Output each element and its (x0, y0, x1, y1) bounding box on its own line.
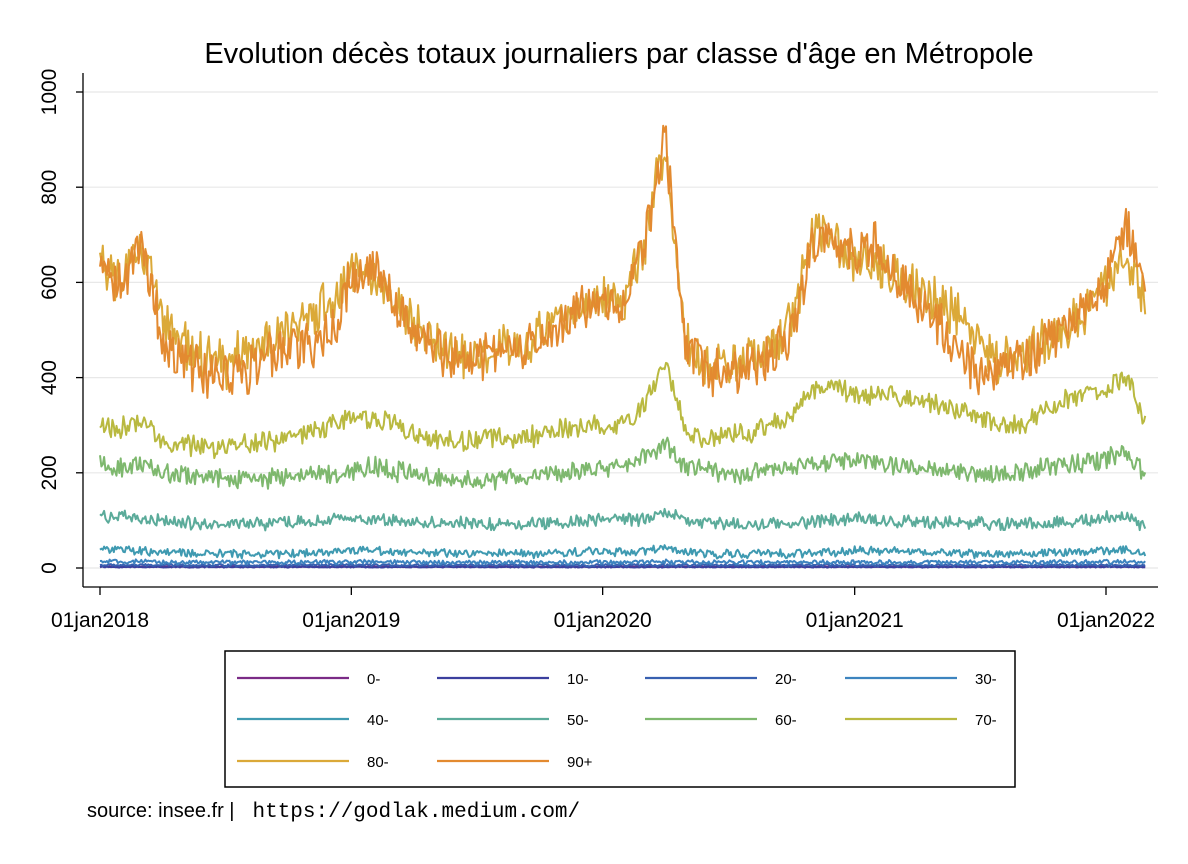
legend-label-20-: 20- (775, 671, 797, 688)
series-line-70- (99, 361, 1147, 460)
gridlines (84, 91, 1158, 569)
x-tick-label-01jan2018: 01jan2018 (51, 609, 149, 632)
legend: 0- 10- 20- 30- 40- 50- 60- 70- 80- 90+ (224, 650, 1016, 788)
x-ticks: 01jan2018 01jan2019 01jan2020 01jan2021 01ja… (51, 587, 1155, 632)
axes (82, 73, 1158, 588)
legend-label-30-: 30- (975, 671, 997, 688)
legend-label-0-: 0- (367, 671, 380, 688)
y-tick-label-200: 200 (38, 455, 61, 490)
x-tick-label-01jan2020: 01jan2020 (554, 609, 652, 632)
x-tick-label-01jan2022: 01jan2022 (1057, 609, 1155, 632)
y-ticks: 0 200 400 600 800 1000 (38, 69, 83, 574)
series-line-90+ (99, 124, 1147, 399)
series-line-60- (99, 436, 1147, 491)
x-tick-label-01jan2019: 01jan2019 (302, 609, 400, 632)
legend-items: 0- 10- 20- 30- 40- 50- 60- 70- 80- 90+ (237, 671, 997, 771)
legend-label-40-: 40- (367, 712, 389, 729)
chart-title: Evolution décès totaux journaliers par c… (204, 38, 1033, 70)
series-line-10- (99, 565, 1146, 569)
legend-label-10-: 10- (567, 671, 589, 688)
series-lines (99, 124, 1147, 569)
legend-label-70-: 70- (975, 712, 997, 729)
footer: source: insee.fr | https://godlak.medium.… (87, 800, 580, 824)
y-tick-label-0: 0 (38, 562, 61, 574)
y-tick-label-600: 600 (38, 265, 61, 300)
series-line-40- (99, 544, 1147, 560)
series-line-50- (99, 507, 1147, 532)
source-url: https://godlak.medium.com/ (252, 801, 581, 824)
y-tick-label-400: 400 (38, 360, 61, 395)
x-tick-label-01jan2021: 01jan2021 (806, 609, 904, 632)
source-label: source: insee.fr | (87, 800, 235, 822)
series-line-30- (99, 558, 1146, 566)
legend-label-60-: 60- (775, 712, 797, 729)
legend-label-90+: 90+ (567, 754, 593, 771)
y-tick-label-1000: 1000 (38, 69, 61, 116)
y-tick-label-800: 800 (38, 170, 61, 205)
legend-label-80-: 80- (367, 754, 389, 771)
legend-label-50-: 50- (567, 712, 589, 729)
